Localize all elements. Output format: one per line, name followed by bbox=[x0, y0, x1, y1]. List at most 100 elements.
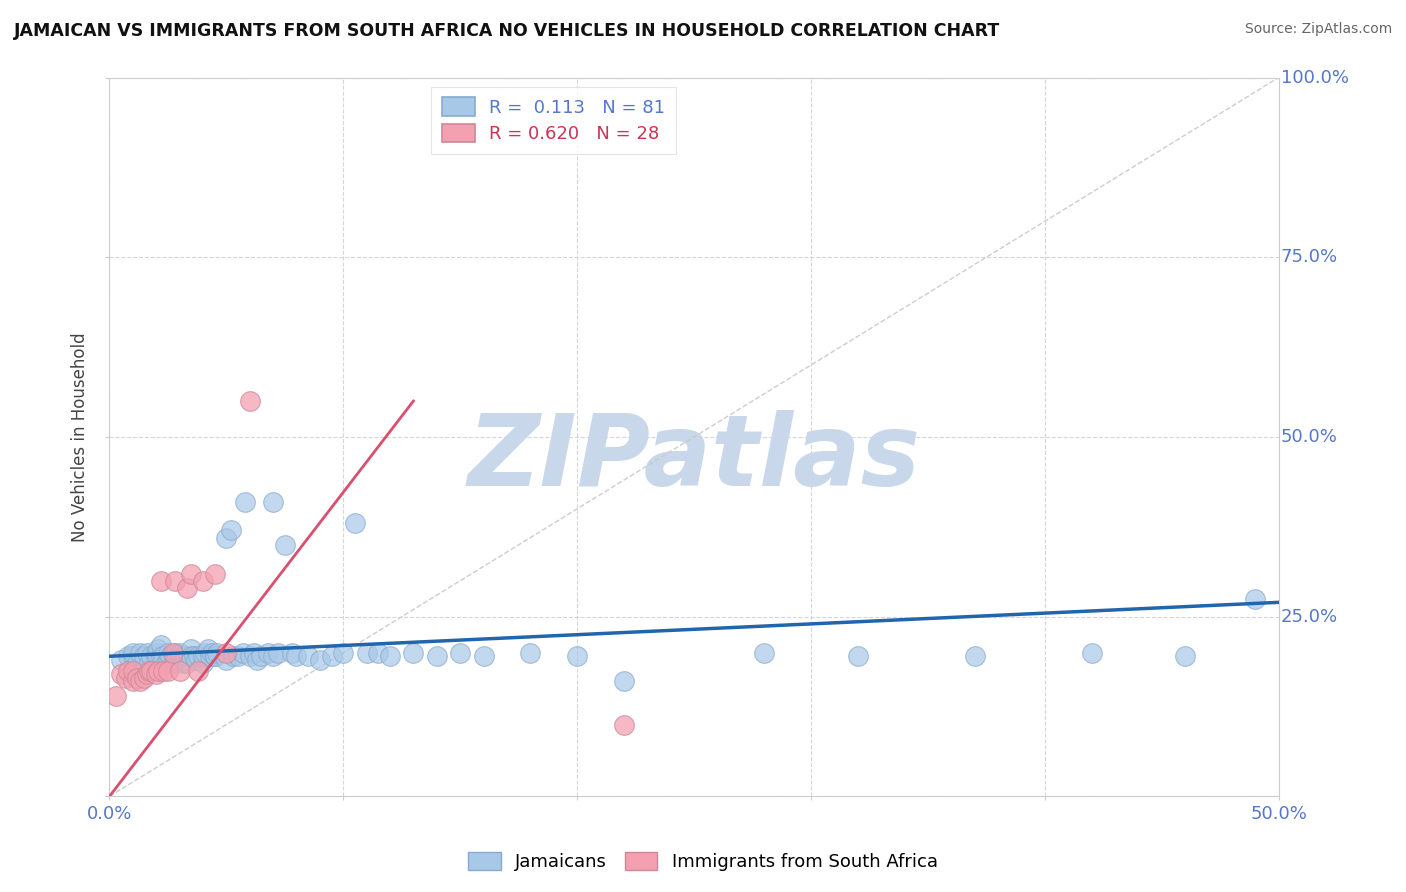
Point bbox=[176, 657, 198, 671]
Point bbox=[138, 664, 160, 678]
Point bbox=[138, 657, 160, 671]
Point bbox=[215, 531, 238, 545]
Point bbox=[169, 646, 191, 660]
Point bbox=[156, 653, 179, 667]
Point bbox=[163, 574, 186, 588]
Text: 100.0%: 100.0% bbox=[1281, 69, 1348, 87]
Point bbox=[222, 649, 245, 664]
Point bbox=[194, 646, 217, 660]
Point bbox=[145, 649, 167, 664]
Point bbox=[121, 649, 143, 664]
Point bbox=[149, 639, 172, 653]
Point bbox=[170, 657, 193, 671]
Text: 75.0%: 75.0% bbox=[1281, 248, 1339, 266]
Point bbox=[141, 649, 163, 664]
Point bbox=[191, 574, 214, 588]
Point bbox=[128, 646, 150, 660]
Point bbox=[141, 664, 163, 678]
Point bbox=[754, 646, 776, 660]
Point bbox=[367, 646, 389, 660]
Point bbox=[162, 646, 184, 660]
Point bbox=[239, 649, 262, 664]
Point bbox=[191, 657, 214, 671]
Point bbox=[257, 646, 280, 660]
Point bbox=[121, 646, 143, 660]
Point bbox=[449, 646, 471, 660]
Point bbox=[148, 642, 170, 657]
Point bbox=[204, 649, 226, 664]
Point bbox=[204, 649, 226, 664]
Point bbox=[134, 649, 156, 664]
Point bbox=[267, 646, 290, 660]
Point bbox=[197, 642, 219, 657]
Point bbox=[127, 671, 149, 685]
Point bbox=[149, 574, 172, 588]
Point bbox=[613, 717, 636, 731]
Point bbox=[156, 646, 179, 660]
Point bbox=[205, 646, 228, 660]
Point bbox=[285, 649, 308, 664]
Point bbox=[145, 646, 167, 660]
Point bbox=[281, 646, 304, 660]
Point bbox=[215, 653, 238, 667]
Text: Source: ZipAtlas.com: Source: ZipAtlas.com bbox=[1244, 22, 1392, 37]
Point bbox=[1174, 649, 1197, 664]
Point bbox=[180, 649, 202, 664]
Point bbox=[297, 649, 319, 664]
Point bbox=[145, 667, 167, 681]
Point bbox=[155, 657, 177, 671]
Point bbox=[110, 667, 132, 681]
Point bbox=[565, 649, 588, 664]
Point bbox=[519, 646, 541, 660]
Legend: Jamaicans, Immigrants from South Africa: Jamaicans, Immigrants from South Africa bbox=[461, 845, 945, 879]
Point bbox=[149, 649, 172, 664]
Point bbox=[169, 664, 191, 678]
Point bbox=[191, 649, 214, 664]
Point bbox=[135, 667, 157, 681]
Point bbox=[232, 646, 254, 660]
Point bbox=[135, 646, 157, 660]
Text: ZIPatlas: ZIPatlas bbox=[467, 410, 921, 507]
Point bbox=[198, 649, 221, 664]
Point bbox=[246, 653, 269, 667]
Y-axis label: No Vehicles in Household: No Vehicles in Household bbox=[72, 332, 89, 541]
Point bbox=[114, 671, 136, 685]
Point bbox=[163, 646, 186, 660]
Point bbox=[402, 646, 425, 660]
Point bbox=[148, 664, 170, 678]
Point bbox=[274, 538, 297, 552]
Point bbox=[183, 649, 205, 664]
Point bbox=[356, 646, 378, 660]
Point bbox=[262, 494, 284, 508]
Point bbox=[162, 657, 184, 671]
Point bbox=[176, 581, 198, 595]
Point bbox=[250, 649, 273, 664]
Point bbox=[219, 524, 242, 538]
Point bbox=[215, 646, 238, 660]
Point bbox=[152, 649, 174, 664]
Point bbox=[121, 674, 143, 689]
Point bbox=[472, 649, 495, 664]
Point bbox=[187, 664, 209, 678]
Point bbox=[110, 653, 132, 667]
Text: 50.0%: 50.0% bbox=[1281, 428, 1339, 446]
Point bbox=[117, 664, 139, 678]
Point bbox=[163, 653, 186, 667]
Point bbox=[1244, 591, 1267, 606]
Point bbox=[204, 566, 226, 581]
Point bbox=[159, 649, 181, 664]
Point bbox=[117, 649, 139, 664]
Point bbox=[187, 649, 209, 664]
Point bbox=[239, 394, 262, 409]
Point bbox=[846, 649, 869, 664]
Point bbox=[180, 566, 202, 581]
Point bbox=[343, 516, 366, 531]
Point bbox=[169, 649, 191, 664]
Point bbox=[134, 671, 156, 685]
Point bbox=[152, 664, 174, 678]
Point bbox=[262, 649, 284, 664]
Point bbox=[963, 649, 986, 664]
Legend: R =  0.113   N = 81, R = 0.620   N = 28: R = 0.113 N = 81, R = 0.620 N = 28 bbox=[432, 87, 676, 154]
Text: 25.0%: 25.0% bbox=[1281, 607, 1339, 625]
Point bbox=[613, 674, 636, 689]
